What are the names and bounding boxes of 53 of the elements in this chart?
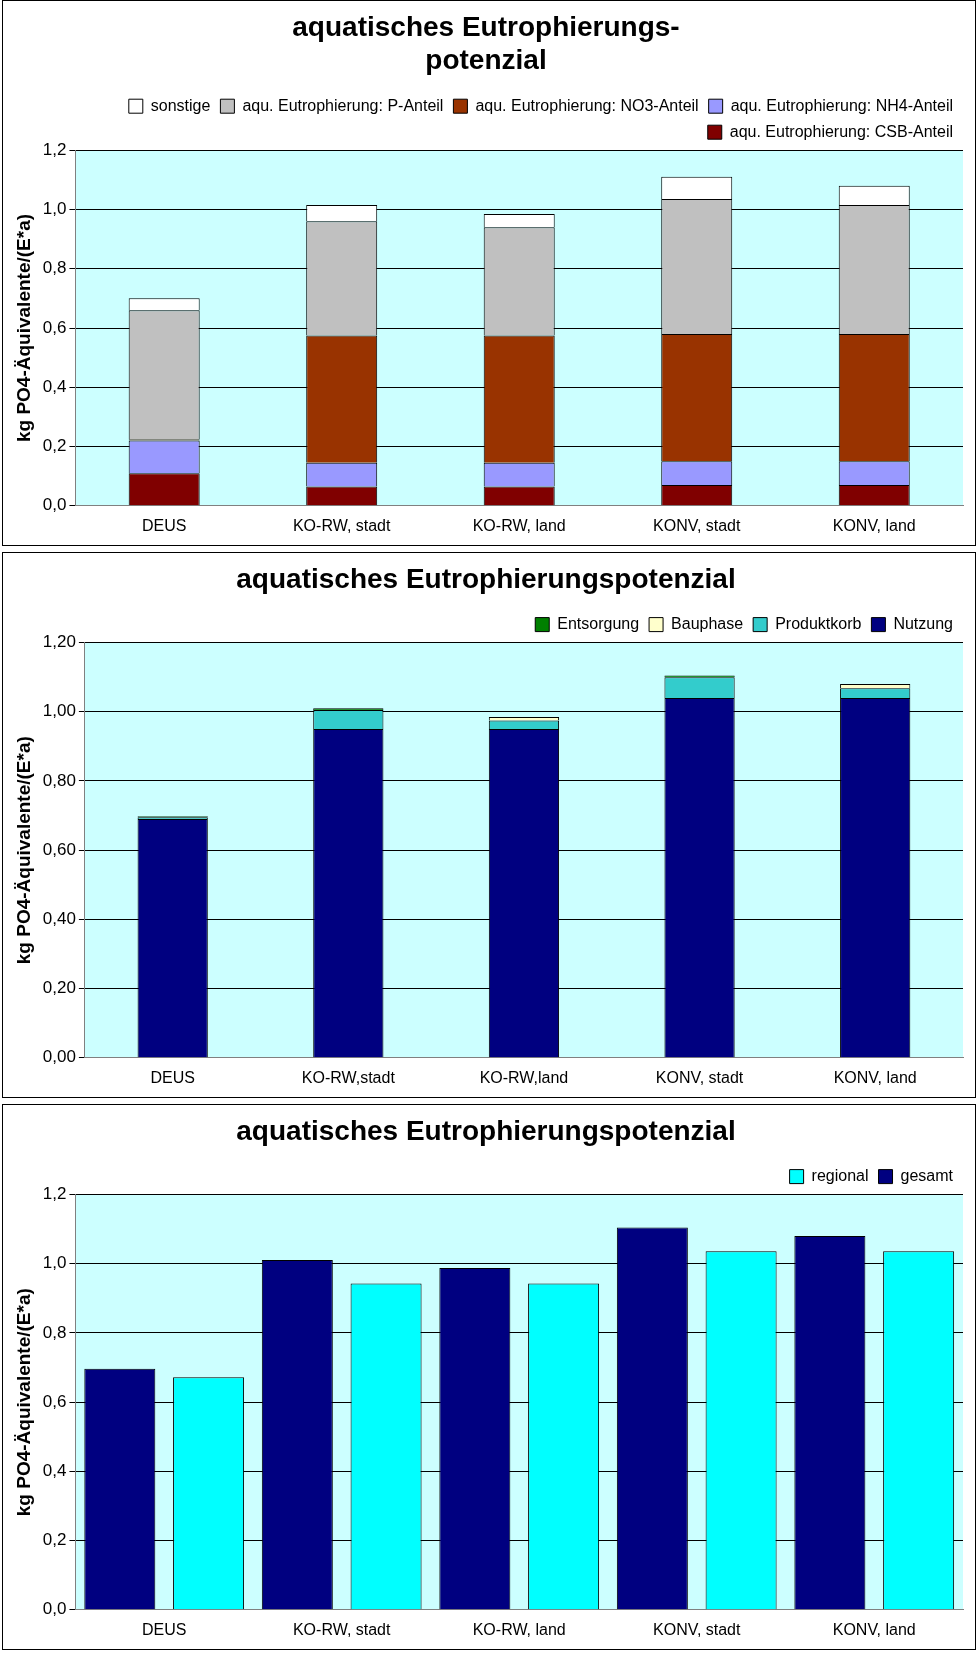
legend-label: Nutzung: [893, 615, 953, 633]
y-tick-label: 1,0: [42, 1253, 67, 1273]
y-tick-label: 0,4: [42, 1461, 67, 1481]
y-tick-label: 0,0: [42, 1599, 67, 1619]
x-tick-label: KONV, land: [832, 1620, 916, 1638]
legend-label: sonstige: [150, 96, 211, 114]
y-tick-label: 0,4: [42, 376, 67, 396]
chart-title: aquatisches Eutrophierungs- potenzial: [292, 10, 680, 76]
x-tick-label: KONV, land: [832, 516, 916, 534]
x-tick-label: DEUS: [141, 1620, 187, 1638]
y-tick-label: 0,40: [42, 909, 76, 929]
y-tick-label: 1,2: [42, 1184, 67, 1204]
chart-title: aquatisches Eutrophierungspotenzial: [236, 562, 736, 594]
y-tick-label: 0,60: [42, 839, 76, 859]
legend-label: gesamt: [900, 1167, 954, 1185]
x-tick-label: KO-RW, land: [472, 516, 566, 534]
y-axis-title: kg PO4-Äquivalente/(E*a): [12, 213, 34, 443]
x-tick-label: KO-RW, stadt: [292, 1620, 392, 1638]
legend-label: aqu. Eutrophierung: NH4-Anteil: [730, 96, 954, 114]
legend-label: regional: [811, 1167, 869, 1185]
x-tick-label: KONV, land: [833, 1068, 917, 1086]
y-tick-label: 1,00: [42, 701, 76, 721]
y-tick-label: 0,00: [42, 1047, 76, 1067]
legend-label: Bauphase: [671, 615, 744, 633]
y-tick-label: 0,6: [42, 1391, 67, 1411]
x-tick-label: DEUS: [141, 516, 187, 534]
x-tick-label: KO-RW,land: [479, 1068, 569, 1086]
x-tick-label: KO-RW, stadt: [292, 516, 392, 534]
legend-label: Produktkorb: [775, 615, 862, 633]
y-tick-label: 1,0: [42, 199, 67, 219]
x-tick-label: DEUS: [150, 1068, 195, 1086]
legend-label: aqu. Eutrophierung: P-Anteil: [242, 96, 444, 114]
x-tick-label: KO-RW,stadt: [301, 1068, 396, 1086]
legend-label: aqu. Eutrophierung: NO3-Anteil: [475, 96, 699, 114]
y-tick-label: 0,20: [42, 978, 76, 998]
legend-label: aqu. Eutrophierung: CSB-Anteil: [729, 122, 954, 140]
y-tick-label: 0,2: [42, 436, 67, 456]
y-tick-label: 0,8: [42, 258, 67, 278]
y-axis-title: kg PO4-Äquivalente/(E*a): [12, 1288, 34, 1517]
y-tick-label: 0,80: [42, 770, 76, 790]
y-tick-label: 0,8: [42, 1322, 67, 1342]
y-tick-label: 0,6: [42, 317, 67, 337]
x-tick-label: KONV, stadt: [653, 516, 742, 534]
legend-label: Entsorgung: [557, 615, 640, 633]
y-tick-label: 1,20: [42, 632, 76, 652]
x-tick-label: KONV, stadt: [655, 1068, 744, 1086]
y-tick-label: 0,2: [42, 1530, 67, 1550]
chart-title: aquatisches Eutrophierungspotenzial: [236, 1114, 736, 1146]
x-tick-label: KO-RW, land: [472, 1620, 566, 1638]
x-tick-label: KONV, stadt: [653, 1620, 742, 1638]
y-tick-label: 1,2: [42, 139, 67, 159]
y-tick-label: 0,0: [42, 495, 67, 515]
y-axis-title: kg PO4-Äquivalente/(E*a): [12, 736, 34, 965]
